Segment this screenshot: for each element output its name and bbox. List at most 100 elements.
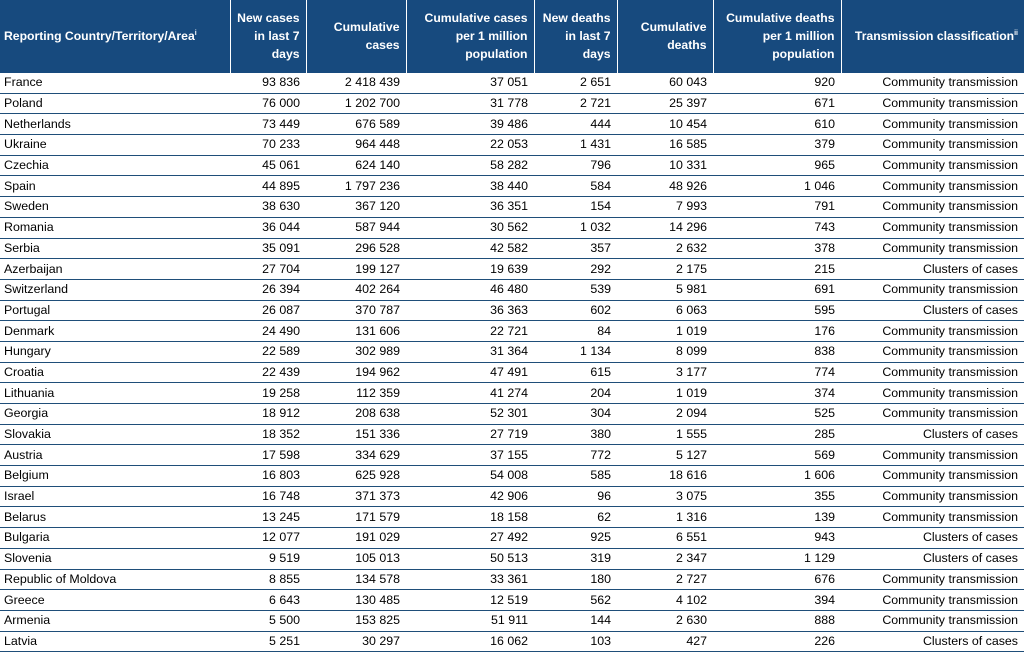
new-cases-cell: 19 258 — [230, 382, 306, 404]
cumulative-deaths-cell: 3 177 — [617, 362, 713, 384]
cases-per-million-cell: 37 155 — [406, 444, 534, 467]
country-name: Belarus — [0, 506, 230, 529]
deaths-per-million-cell: 176 — [713, 320, 841, 342]
cases-per-million-cell: 18 158 — [406, 506, 534, 529]
table-row: Sweden 38 630 367 120 36 351 154 7 993 791 Comm… — [0, 196, 1024, 218]
cases-per-million-cell: 42 906 — [406, 486, 534, 508]
cumulative-cases-cell: 367 120 — [306, 196, 406, 218]
table-row: Bulgaria 12 077 191 029 27 492 925 6 551 943 Cl… — [0, 527, 1024, 549]
cumulative-cases-cell: 30 297 — [306, 631, 406, 653]
deaths-per-million-cell: 525 — [713, 403, 841, 425]
country-name: Austria — [0, 444, 230, 467]
cumulative-deaths-cell: 2 347 — [617, 548, 713, 570]
deaths-per-million-cell: 139 — [713, 506, 841, 529]
new-deaths-cell: 144 — [534, 610, 617, 632]
country-name: Slovakia — [0, 424, 230, 446]
table-row: Portugal 26 087 370 787 36 363 602 6 063 595 Cl… — [0, 300, 1024, 322]
new-deaths-cell: 584 — [534, 175, 617, 198]
cumulative-cases-cell: 370 787 — [306, 300, 406, 322]
country-name: Azerbaijan — [0, 258, 230, 280]
country-name: Belgium — [0, 465, 230, 487]
classification-cell: Clusters of cases — [841, 300, 1024, 322]
table-row: Belgium 16 803 625 928 54 008 585 18 616 1 606… — [0, 465, 1024, 487]
table-row: Czechia 45 061 624 140 58 282 796 10 331 965 Co… — [0, 155, 1024, 177]
deaths-per-million-cell: 774 — [713, 362, 841, 384]
cumulative-deaths-cell: 1 019 — [617, 320, 713, 342]
new-deaths-cell: 319 — [534, 548, 617, 570]
cumulative-deaths-cell: 10 454 — [617, 113, 713, 136]
deaths-per-million-cell: 1 129 — [713, 548, 841, 570]
cases-per-million-cell: 46 480 — [406, 279, 534, 301]
cumulative-cases-cell: 131 606 — [306, 320, 406, 342]
header-cumulative-deaths-per-million: Cumulative deaths per 1 million populati… — [713, 0, 842, 73]
deaths-per-million-cell: 378 — [713, 238, 841, 260]
country-name: Denmark — [0, 320, 230, 342]
country-name: Latvia — [0, 631, 230, 653]
cumulative-cases-cell: 402 264 — [306, 279, 406, 301]
new-cases-cell: 6 643 — [230, 589, 306, 611]
classification-cell: Community transmission — [841, 134, 1024, 156]
classification-cell: Community transmission — [841, 196, 1024, 218]
table-row: France 93 836 2 418 439 37 051 2 651 60 043 92… — [0, 73, 1024, 94]
table-row: Austria 17 598 334 629 37 155 772 5 127 569 Com… — [0, 444, 1024, 467]
deaths-per-million-cell: 671 — [713, 93, 841, 115]
cumulative-deaths-cell: 16 585 — [617, 134, 713, 156]
new-cases-cell: 18 352 — [230, 424, 306, 446]
cumulative-cases-cell: 587 944 — [306, 217, 406, 239]
cases-per-million-cell: 50 513 — [406, 548, 534, 570]
classification-cell: Community transmission — [841, 217, 1024, 239]
country-name: Bulgaria — [0, 527, 230, 549]
country-name: Ukraine — [0, 134, 230, 156]
table-header: Reporting Country/Territory/Areai New ca… — [0, 0, 1024, 73]
classification-cell: Community transmission — [841, 93, 1024, 115]
deaths-per-million-cell: 595 — [713, 300, 841, 322]
new-cases-cell: 9 519 — [230, 548, 306, 570]
table-row: Serbia 35 091 296 528 42 582 357 2 632 378 Comm… — [0, 238, 1024, 260]
country-name: Czechia — [0, 155, 230, 177]
country-name: Republic of Moldova — [0, 569, 230, 591]
new-cases-cell: 45 061 — [230, 155, 306, 177]
cases-per-million-cell: 33 361 — [406, 569, 534, 591]
new-deaths-cell: 585 — [534, 465, 617, 487]
new-cases-cell: 22 589 — [230, 341, 306, 363]
country-name: Portugal — [0, 300, 230, 322]
deaths-per-million-cell: 226 — [713, 631, 841, 653]
cases-per-million-cell: 37 051 — [406, 73, 534, 94]
new-deaths-cell: 380 — [534, 424, 617, 446]
new-deaths-cell: 772 — [534, 444, 617, 467]
cases-per-million-cell: 39 486 — [406, 113, 534, 136]
new-deaths-cell: 180 — [534, 569, 617, 591]
cumulative-deaths-cell: 60 043 — [617, 73, 713, 94]
new-cases-cell: 5 251 — [230, 631, 306, 653]
cumulative-deaths-cell: 2 632 — [617, 238, 713, 260]
cases-per-million-cell: 22 053 — [406, 134, 534, 156]
new-cases-cell: 5 500 — [230, 610, 306, 632]
cases-per-million-cell: 22 721 — [406, 320, 534, 342]
new-deaths-cell: 444 — [534, 113, 617, 136]
new-cases-cell: 16 748 — [230, 486, 306, 508]
deaths-per-million-cell: 943 — [713, 527, 841, 549]
classification-cell: Clusters of cases — [841, 424, 1024, 446]
new-cases-cell: 35 091 — [230, 238, 306, 260]
country-name: Serbia — [0, 238, 230, 260]
country-name: Sweden — [0, 196, 230, 218]
deaths-per-million-cell: 888 — [713, 610, 841, 632]
deaths-per-million-cell: 374 — [713, 382, 841, 404]
classification-cell: Clusters of cases — [841, 527, 1024, 549]
new-deaths-cell: 357 — [534, 238, 617, 260]
country-name: Netherlands — [0, 113, 230, 136]
cumulative-deaths-cell: 10 331 — [617, 155, 713, 177]
cumulative-cases-cell: 1 202 700 — [306, 93, 406, 115]
table-row: Poland 76 000 1 202 700 31 778 2 721 25 397 67… — [0, 93, 1024, 115]
new-cases-cell: 24 490 — [230, 320, 306, 342]
cumulative-cases-cell: 151 336 — [306, 424, 406, 446]
classification-cell: Community transmission — [841, 382, 1024, 404]
table-row: Netherlands 73 449 676 589 39 486 444 10 454 6… — [0, 113, 1024, 136]
new-deaths-cell: 304 — [534, 403, 617, 425]
table-row: Belarus 13 245 171 579 18 158 62 1 316 139 Comm… — [0, 506, 1024, 529]
new-cases-cell: 93 836 — [230, 73, 306, 94]
new-deaths-cell: 84 — [534, 320, 617, 342]
classification-cell: Community transmission — [841, 113, 1024, 136]
table-row: Azerbaijan 27 704 199 127 19 639 292 2 175 215… — [0, 258, 1024, 280]
new-cases-cell: 27 704 — [230, 258, 306, 280]
